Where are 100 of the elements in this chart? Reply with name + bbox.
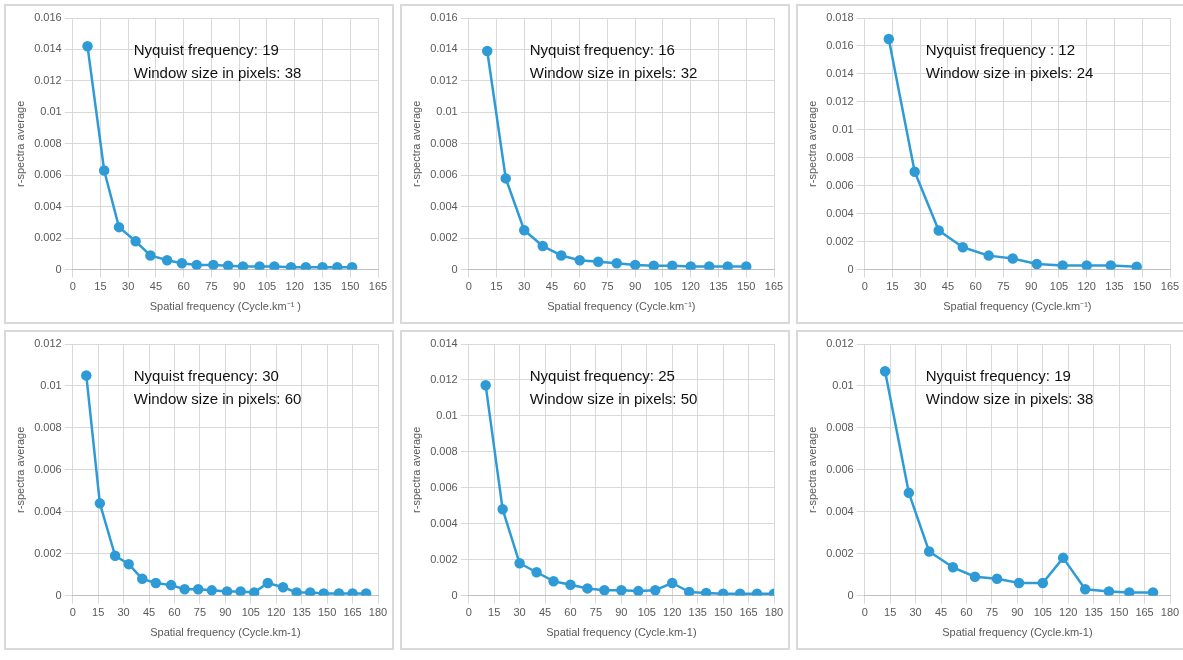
y-tick-label: 0.012 (34, 73, 62, 86)
y-tick-label: 0.004 (430, 516, 458, 529)
x-tick-label: 0 (69, 280, 76, 293)
x-tick-label: 90 (629, 280, 642, 293)
point (514, 558, 525, 569)
y-axis-title: r-spectra average (805, 426, 818, 513)
point (666, 260, 678, 270)
x-tick-label: 0 (861, 280, 868, 293)
point (666, 577, 678, 589)
y-tick-label: 0.008 (826, 150, 854, 163)
annotation: Window size in pixels: 38 (133, 63, 302, 81)
x-tick-label: 105 (241, 606, 260, 619)
point (537, 240, 548, 252)
y-tick-label: 0.006 (826, 462, 854, 475)
point (574, 254, 585, 266)
x-tick-label: 180 (1160, 606, 1180, 619)
point (650, 584, 661, 596)
point (722, 261, 733, 270)
y-tick-label: 0.002 (34, 546, 62, 559)
y-tick-label: 0.014 (430, 337, 458, 350)
annotation: Nyquist frequency: 25 (529, 366, 675, 384)
x-tick-label: 120 (267, 606, 286, 619)
x-tick-label: 105 (653, 280, 673, 293)
point (700, 587, 712, 596)
point (130, 236, 141, 247)
y-tick-label: 0.002 (826, 546, 854, 559)
point (500, 173, 511, 184)
point (1079, 584, 1091, 595)
x-tick-label: 30 (518, 280, 531, 293)
x-tick-label: 120 (1077, 280, 1096, 293)
y-axis-title: r-spectra average (409, 426, 422, 513)
point (611, 258, 622, 269)
x-tick-label: 75 (997, 280, 1010, 293)
x-tick-label: 90 (1025, 280, 1038, 293)
x-tick-label: 90 (219, 606, 232, 619)
x-tick-label: 135 (688, 606, 707, 619)
x-tick-label: 15 (488, 606, 501, 619)
x-tick-label: 0 (69, 606, 76, 619)
x-tick-label: 165 (368, 280, 388, 293)
y-tick-label: 0.01 (832, 378, 854, 391)
x-axis-title: Spatial frequency (Cycle.km-1) (942, 626, 1093, 639)
point (82, 41, 93, 52)
y-tick-label: 0.014 (826, 66, 854, 79)
x-tick-label: 180 (368, 606, 388, 619)
point (318, 588, 329, 596)
x-tick-label: 30 (914, 280, 927, 293)
point (497, 504, 508, 515)
point (161, 254, 173, 266)
x-axis-title: Spatial frequency (Cycle.km⁻¹ ) (149, 300, 302, 313)
y-tick-label: 0.016 (34, 11, 62, 24)
y-tick-label: 0.004 (34, 199, 62, 212)
x-axis-title: Spatial frequency (Cycle.km-1) (546, 626, 697, 639)
y-tick-label: 0.008 (34, 420, 62, 433)
y-tick-label: 0.002 (430, 231, 458, 244)
point (909, 166, 920, 178)
annotation: Window size in pixels: 32 (529, 63, 698, 81)
x-tick-label: 0 (465, 280, 472, 293)
point (957, 241, 969, 253)
x-tick-label: 45 (142, 606, 156, 619)
x-tick-label: 165 (1135, 606, 1154, 619)
y-tick-label: 0.002 (430, 552, 458, 565)
x-tick-label: 60 (969, 280, 982, 293)
x-tick-label: 150 (341, 280, 360, 293)
point (1081, 260, 1092, 270)
x-tick-label: 15 (886, 280, 899, 293)
x-tick-label: 45 (934, 606, 948, 619)
point (98, 165, 110, 176)
point (123, 558, 134, 570)
point (883, 33, 895, 45)
y-tick-label: 0 (847, 262, 854, 275)
point (304, 587, 316, 596)
y-tick-label: 0.012 (34, 337, 62, 350)
point (94, 498, 106, 509)
y-tick-label: 0.006 (826, 178, 854, 191)
point (1105, 260, 1117, 270)
x-tick-label: 0 (465, 606, 472, 619)
point (1013, 577, 1025, 589)
point (683, 586, 695, 596)
point (531, 566, 542, 578)
x-tick-label: 45 (149, 280, 163, 293)
point (81, 370, 92, 381)
y-tick-label: 0.006 (430, 480, 458, 493)
point (599, 584, 610, 596)
x-tick-label: 135 (292, 606, 311, 619)
point (1057, 552, 1069, 564)
y-axis-title: r-spectra average (13, 100, 26, 187)
point (137, 573, 148, 585)
point (969, 571, 981, 582)
x-tick-label: 75 (193, 606, 207, 619)
x-tick-label: 75 (589, 606, 603, 619)
annotation: Window size in pixels: 50 (529, 389, 698, 407)
x-tick-label: 75 (601, 280, 614, 293)
y-tick-label: 0.016 (826, 38, 854, 51)
point (548, 575, 559, 587)
x-tick-label: 120 (663, 606, 682, 619)
y-tick-label: 0 (451, 262, 458, 275)
point (555, 250, 567, 261)
y-tick-label: 0.006 (430, 168, 458, 181)
y-tick-label: 0.016 (430, 11, 458, 24)
x-tick-label: 15 (94, 280, 107, 293)
